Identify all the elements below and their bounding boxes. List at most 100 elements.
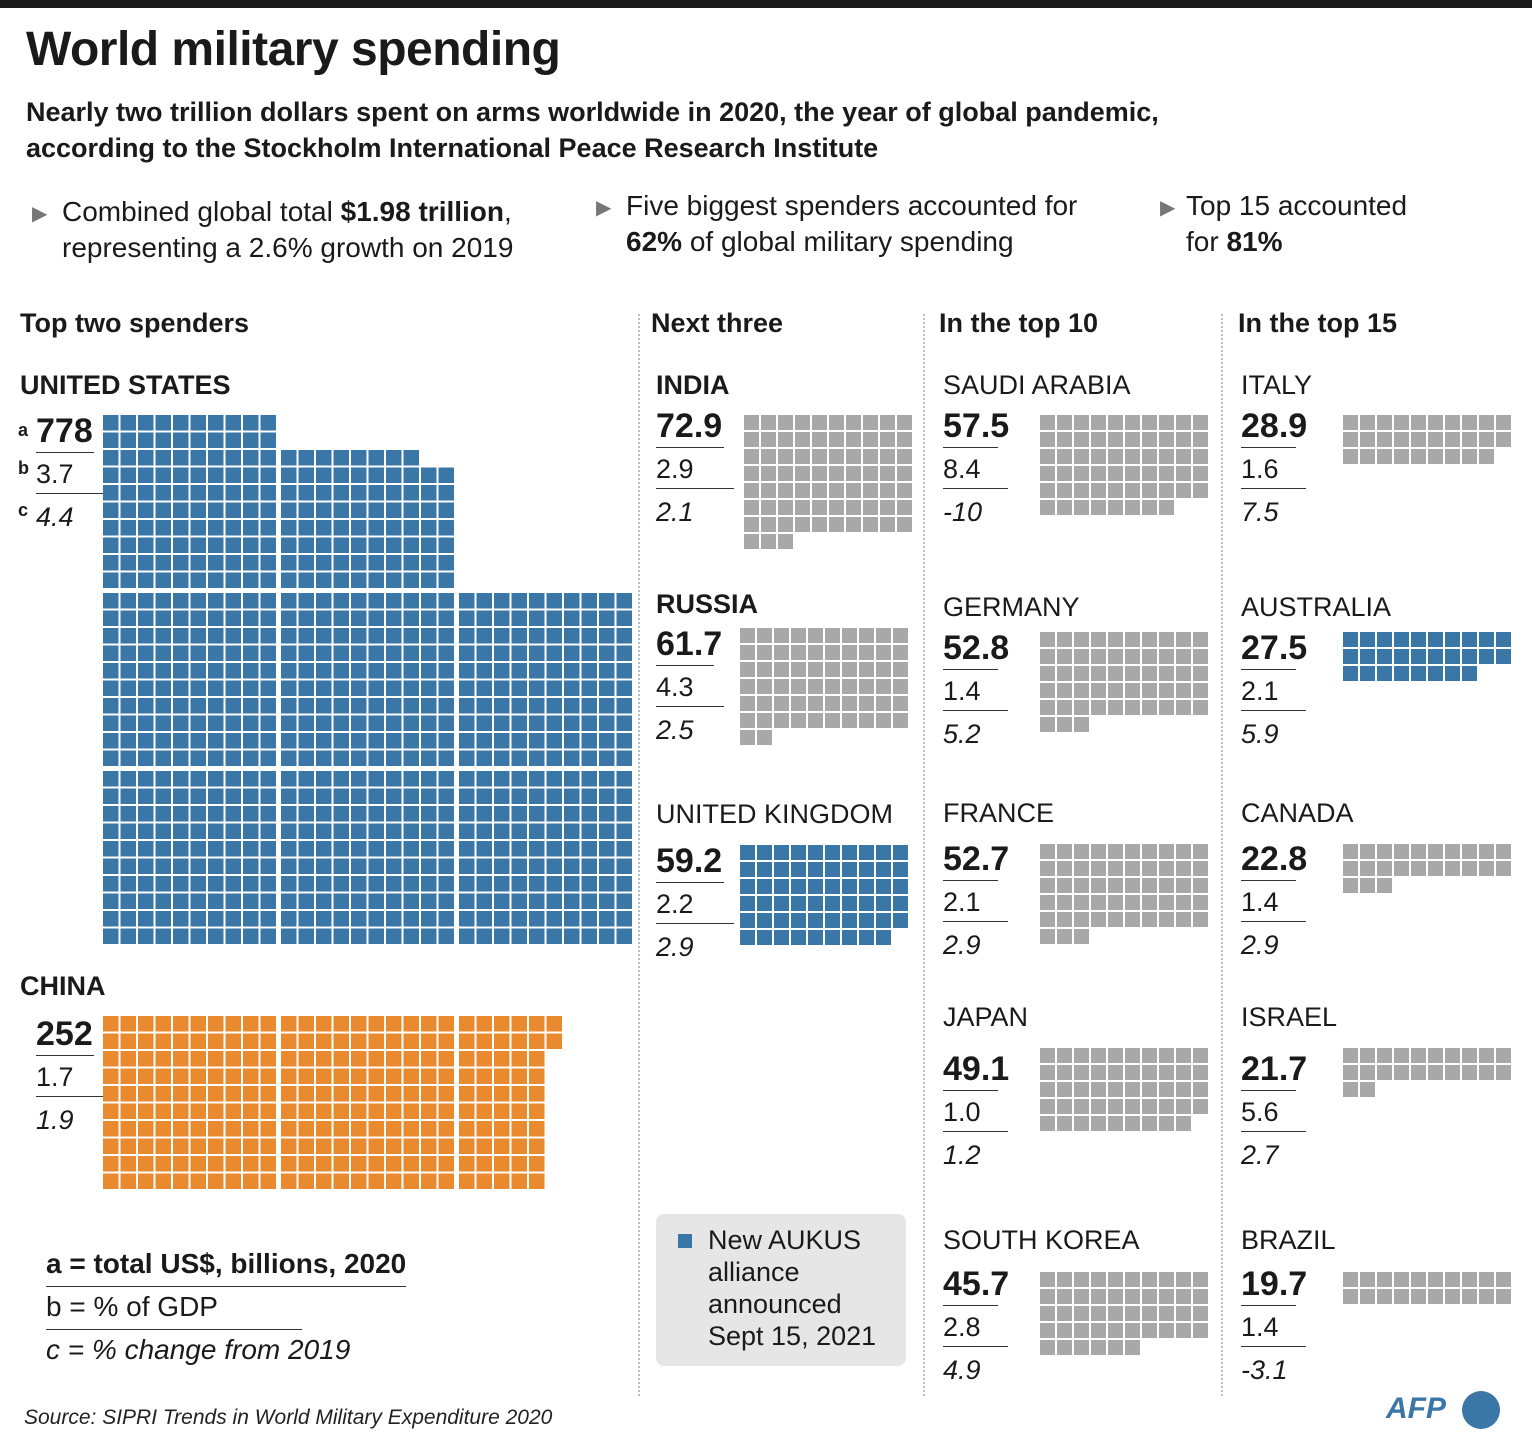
waffle-square: [173, 733, 189, 749]
waffle-square: [791, 628, 806, 643]
waffle-square: [260, 450, 276, 466]
waffle-square: [225, 1138, 241, 1154]
waffle-square: [1040, 1289, 1055, 1304]
waffle-square: [1462, 415, 1477, 430]
waffle-square: [403, 1138, 419, 1154]
waffle-square: [155, 1103, 171, 1119]
waffle-square: [1057, 1289, 1072, 1304]
waffle-square: [243, 1016, 259, 1032]
waffle-square: [740, 930, 755, 945]
waffle-square: [190, 415, 206, 431]
waffle-square: [1343, 415, 1358, 430]
waffle-square: [778, 534, 793, 549]
waffle-square: [155, 876, 171, 892]
waffle-square: [476, 680, 492, 696]
waffle-square: [243, 1138, 259, 1154]
waffle-square: [351, 628, 367, 644]
waffle-square: [316, 1086, 332, 1102]
country-name-australia: AUSTRALIA: [1241, 592, 1392, 622]
waffle-square: [876, 679, 891, 694]
waffle-square: [494, 1138, 510, 1154]
waffle-square: [386, 1103, 402, 1119]
waffle-square: [1496, 844, 1511, 859]
waffle-square: [1125, 844, 1140, 859]
waffle-square: [421, 928, 437, 944]
waffle-square: [1176, 1099, 1191, 1114]
waffle-square: [1360, 1289, 1375, 1304]
waffle-square: [103, 1173, 119, 1189]
waffle-square: [1125, 649, 1140, 664]
waffle-square: [120, 415, 136, 431]
waffle-square: [808, 845, 823, 860]
waffle-square: [1193, 1289, 1208, 1304]
waffle-square: [386, 928, 402, 944]
waffle-india: [744, 415, 912, 549]
waffle-square: [120, 1016, 136, 1032]
waffle-square: [138, 593, 154, 609]
waffle-square: [791, 896, 806, 911]
waffle-square: [494, 1051, 510, 1067]
waffle-square: [1142, 844, 1157, 859]
waffle-square: [511, 841, 527, 857]
waffle-square: [1462, 844, 1477, 859]
waffle-square: [893, 662, 908, 677]
bullet-triangle-icon: ▶: [596, 197, 612, 219]
waffle-square: [333, 450, 349, 466]
waffle-square: [173, 537, 189, 553]
waffle-square: [1091, 1272, 1106, 1287]
waffle-square: [795, 432, 810, 447]
waffle-square: [208, 911, 224, 927]
waffle-square: [138, 876, 154, 892]
waffle-square: [333, 520, 349, 536]
waffle-square: [298, 788, 314, 804]
waffle-square: [1057, 432, 1072, 447]
waffle-square: [120, 911, 136, 927]
waffle-square: [740, 713, 755, 728]
waffle-square: [825, 862, 840, 877]
waffle-square: [298, 750, 314, 766]
waffle-square: [1496, 1289, 1511, 1304]
waffle-square: [1125, 895, 1140, 910]
waffle-square: [511, 806, 527, 822]
waffle-square: [1142, 632, 1157, 647]
waffle-square: [243, 537, 259, 553]
waffle-square: [260, 1068, 276, 1084]
waffle-square: [1091, 1048, 1106, 1063]
waffle-square: [368, 911, 384, 927]
waffle-square: [351, 1121, 367, 1137]
waffle-square: [1108, 1116, 1123, 1131]
waffle-square: [1496, 632, 1511, 647]
aukus-legend: New AUKUS alliance announced Sept 15, 20…: [656, 1214, 906, 1366]
waffle-square: [333, 858, 349, 874]
waffle-square: [368, 610, 384, 626]
waffle-square: [243, 645, 259, 661]
waffle-square: [880, 432, 895, 447]
waffle-square: [120, 555, 136, 571]
waffle-square: [243, 1103, 259, 1119]
waffle-square: [403, 1121, 419, 1137]
waffle-square: [386, 680, 402, 696]
waffle-square: [190, 911, 206, 927]
waffle-square: [173, 788, 189, 804]
waffle-square: [173, 893, 189, 909]
waffle-square: [1125, 632, 1140, 647]
waffle-square: [581, 715, 597, 731]
waffle-square: [1040, 649, 1055, 664]
waffle-square: [368, 485, 384, 501]
waffle-square: [243, 1068, 259, 1084]
waffle-square: [438, 788, 454, 804]
waffle-square: [1074, 683, 1089, 698]
waffle-square: [863, 517, 878, 532]
waffle-square: [1040, 1065, 1055, 1080]
waffle-square: [243, 928, 259, 944]
waffle-square: [459, 1156, 475, 1172]
waffle-square: [459, 928, 475, 944]
waffle-square: [351, 750, 367, 766]
waffle-square: [459, 841, 475, 857]
waffle-square: [459, 771, 475, 787]
waffle-square: [155, 733, 171, 749]
waffle-square: [138, 467, 154, 483]
waffle-square: [368, 841, 384, 857]
waffle-square: [494, 1156, 510, 1172]
waffle-square: [1343, 1048, 1358, 1063]
